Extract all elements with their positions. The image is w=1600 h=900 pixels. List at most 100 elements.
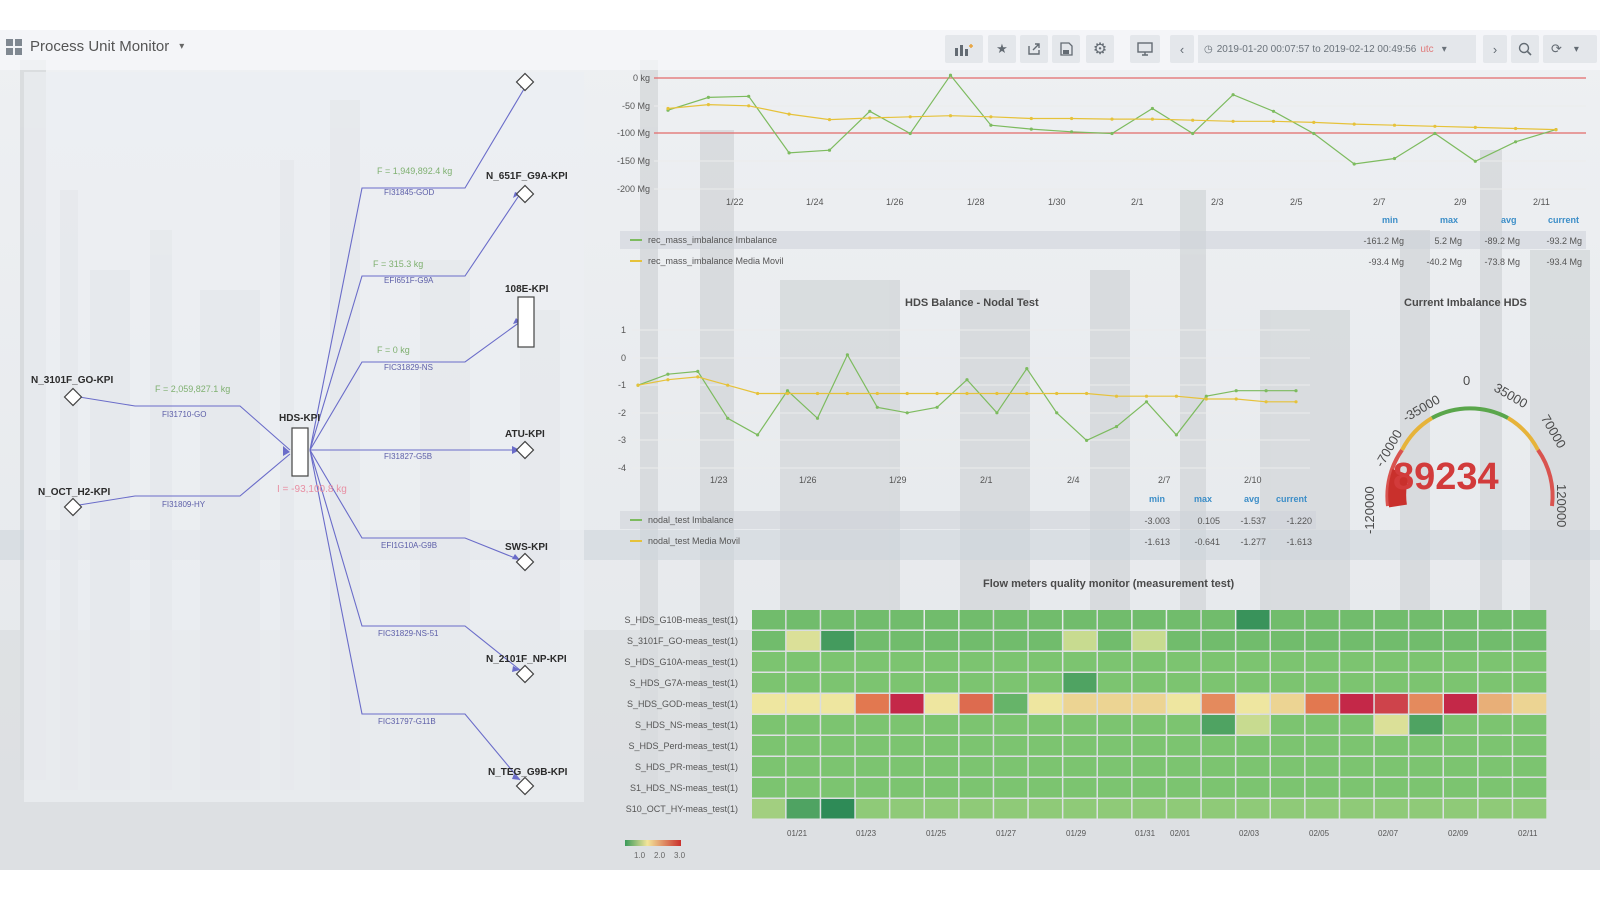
heatmap-cell[interactable] [1098,757,1132,777]
heatmap-cell[interactable] [752,757,786,777]
heatmap-cell[interactable] [1340,610,1374,630]
heatmap-cell[interactable] [1478,694,1512,714]
heatmap-cell[interactable] [1305,673,1339,693]
heatmap-cell[interactable] [1167,757,1201,777]
time-back-button[interactable]: ‹ [1170,35,1194,63]
heatmap-cell[interactable] [786,778,820,798]
heatmap-cell[interactable] [1409,736,1443,756]
heatmap-cell[interactable] [1374,673,1408,693]
heatmap-cell[interactable] [1132,610,1166,630]
heatmap-cell[interactable] [1098,694,1132,714]
heatmap-cell[interactable] [1444,736,1478,756]
heatmap-cell[interactable] [1098,715,1132,735]
node-teg-shape[interactable] [515,776,535,796]
heatmap-cell[interactable] [994,631,1028,651]
heatmap-cell[interactable] [1340,631,1374,651]
heatmap-cell[interactable] [1271,736,1305,756]
heatmap-cell[interactable] [1167,673,1201,693]
heatmap-cell[interactable] [1028,610,1062,630]
heatmap-cell[interactable] [855,631,889,651]
heatmap-cell[interactable] [1444,715,1478,735]
heatmap-cell[interactable] [959,610,993,630]
heatmap-cell[interactable] [1340,778,1374,798]
node-2101f-shape[interactable] [515,664,535,684]
heatmap-cell[interactable] [1167,736,1201,756]
heatmap-cell[interactable] [1236,715,1270,735]
share-button[interactable] [1020,35,1048,63]
heatmap-cell[interactable] [1028,715,1062,735]
heatmap-cell[interactable] [786,799,820,819]
heatmap-cell[interactable] [1132,673,1166,693]
heatmap-cell[interactable] [1305,631,1339,651]
heatmap-cell[interactable] [1236,631,1270,651]
heatmap-cell[interactable] [786,673,820,693]
heatmap-cell[interactable] [1063,610,1097,630]
heatmap-cell[interactable] [1236,673,1270,693]
heatmap-cell[interactable] [1271,757,1305,777]
heatmap-cell[interactable] [1063,652,1097,672]
heatmap-cell[interactable] [786,610,820,630]
heatmap-cell[interactable] [1340,757,1374,777]
heatmap-cell[interactable] [821,757,855,777]
heatmap-cell[interactable] [959,757,993,777]
heatmap-cell[interactable] [1063,736,1097,756]
heatmap-cell[interactable] [1167,652,1201,672]
heatmap-cell[interactable] [1201,631,1235,651]
heatmap-cell[interactable] [855,715,889,735]
heatmap-cell[interactable] [1513,757,1547,777]
legend-row-imbalance[interactable]: rec_mass_imbalance Imbalance [620,231,1586,249]
heatmap-cell[interactable] [1513,673,1547,693]
heatmap-cell[interactable] [1305,799,1339,819]
heatmap-cell[interactable] [994,652,1028,672]
heatmap-cell[interactable] [1063,799,1097,819]
heatmap-cell[interactable] [1478,715,1512,735]
heatmap-cell[interactable] [890,631,924,651]
heatmap-cell[interactable] [925,799,959,819]
heatmap-cell[interactable] [959,799,993,819]
heatmap-cell[interactable] [1236,694,1270,714]
heatmap-cell[interactable] [1201,736,1235,756]
heatmap-cell[interactable] [994,610,1028,630]
heatmap-cell[interactable] [1340,694,1374,714]
heatmap-cell[interactable] [855,799,889,819]
heatmap-cell[interactable] [1271,610,1305,630]
heatmap-cell[interactable] [855,757,889,777]
heatmap-cell[interactable] [1098,673,1132,693]
heatmap-cell[interactable] [1098,652,1132,672]
legend-row-nodal-imbalance[interactable]: nodal_test Imbalance [620,511,1316,529]
tv-mode-button[interactable] [1130,35,1160,63]
node-651f-shape[interactable] [515,184,535,204]
star-button[interactable]: ★ [988,35,1016,63]
heatmap-cell[interactable] [1201,757,1235,777]
heatmap-cell[interactable] [994,673,1028,693]
heatmap-cell[interactable] [1444,673,1478,693]
heatmap-cell[interactable] [752,715,786,735]
heatmap-cell[interactable] [1236,652,1270,672]
heatmap-cell[interactable] [1167,610,1201,630]
zoom-out-button[interactable] [1511,35,1539,63]
heatmap-cell[interactable] [1305,715,1339,735]
heatmap-cell[interactable] [890,673,924,693]
heatmap-cell[interactable] [821,652,855,672]
heatmap-cell[interactable] [1444,610,1478,630]
heatmap-cell[interactable] [1444,778,1478,798]
heatmap-cell[interactable] [1098,799,1132,819]
heatmap-cell[interactable] [1271,778,1305,798]
heatmap-cell[interactable] [752,799,786,819]
heatmap-cell[interactable] [1167,694,1201,714]
add-panel-button[interactable] [945,35,983,63]
heatmap-cell[interactable] [1409,652,1443,672]
heatmap-cell[interactable] [1201,799,1235,819]
heatmap-cell[interactable] [1132,631,1166,651]
heatmap-cell[interactable] [1374,799,1408,819]
node-atu-shape[interactable] [515,440,535,460]
heatmap-cell[interactable] [1409,778,1443,798]
heatmap-cell[interactable] [1478,631,1512,651]
refresh-button[interactable]: ⟳ ▾ [1543,35,1597,63]
heatmap-cell[interactable] [821,715,855,735]
heatmap-cell[interactable] [1340,799,1374,819]
heatmap-cell[interactable] [786,694,820,714]
heatmap-cell[interactable] [1132,799,1166,819]
heatmap-cell[interactable] [1063,715,1097,735]
heatmap-cell[interactable] [1167,631,1201,651]
